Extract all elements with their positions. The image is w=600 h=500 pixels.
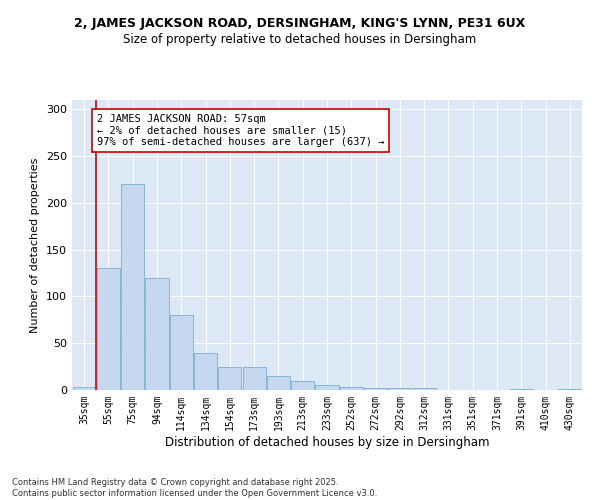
Bar [388,388,412,390]
Text: 2 JAMES JACKSON ROAD: 57sqm
← 2% of detached houses are smaller (15)
97% of semi: 2 JAMES JACKSON ROAD: 57sqm ← 2% of deta… [97,114,384,147]
Bar [291,380,314,390]
Text: Contains HM Land Registry data © Crown copyright and database right 2025.
Contai: Contains HM Land Registry data © Crown c… [12,478,377,498]
Bar [364,388,387,390]
Bar [170,315,193,390]
Bar [73,387,95,390]
Text: Size of property relative to detached houses in Dersingham: Size of property relative to detached ho… [124,32,476,46]
Bar [316,386,338,390]
Bar [145,278,169,390]
Bar [413,388,436,390]
Y-axis label: Number of detached properties: Number of detached properties [31,158,40,332]
Bar [121,184,144,390]
Text: 2, JAMES JACKSON ROAD, DERSINGHAM, KING'S LYNN, PE31 6UX: 2, JAMES JACKSON ROAD, DERSINGHAM, KING'… [74,18,526,30]
Bar [340,387,363,390]
Bar [97,268,120,390]
Bar [510,389,533,390]
Bar [242,366,266,390]
Bar [267,376,290,390]
Bar [559,389,581,390]
Bar [218,366,241,390]
X-axis label: Distribution of detached houses by size in Dersingham: Distribution of detached houses by size … [165,436,489,448]
Bar [194,352,217,390]
